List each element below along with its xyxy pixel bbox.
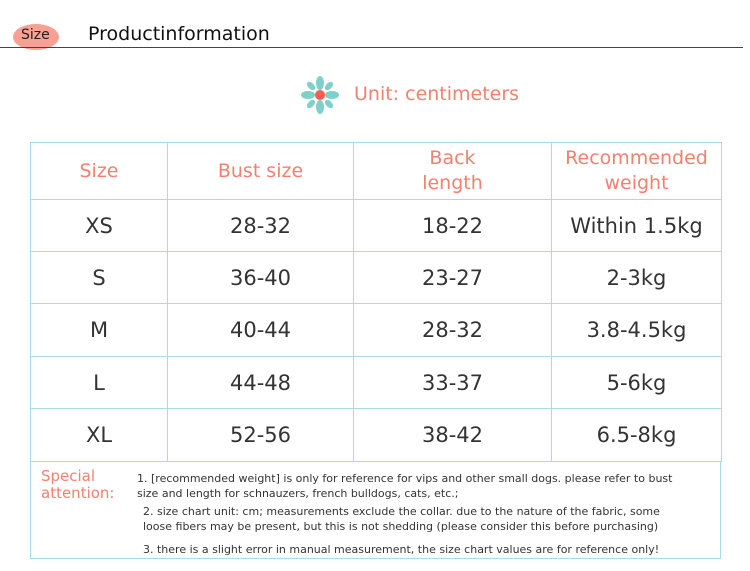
table-cell-text: XL [85, 423, 113, 447]
table-cell-text: L [93, 370, 105, 395]
size-tag: Size [21, 27, 50, 43]
table-cell-text: Within 1.5kg [570, 213, 703, 238]
column-header: Bust size [167, 142, 354, 200]
table-cell: 2-3kg [551, 251, 722, 304]
column-header-text: Recommended weight [565, 147, 708, 194]
column-header-text: Back length [422, 147, 483, 194]
header-rule [0, 47, 743, 48]
unit-label: Unit: centimeters [354, 83, 520, 105]
note: 2. size chart unit: cm; measurements exc… [143, 505, 660, 533]
table-cell-text: 36-40 [229, 265, 292, 290]
table-cell-text: 44-48 [229, 370, 292, 395]
table-cell: 36-40 [167, 251, 354, 304]
flower-icon [301, 76, 339, 114]
table-cell: 18-22 [353, 199, 552, 252]
column-header-text: Size [79, 159, 119, 182]
notes-box [30, 461, 721, 559]
table-cell: L [30, 356, 168, 409]
column-header: Size [30, 142, 168, 200]
note: 3. there is a slight error in manual mea… [143, 543, 660, 556]
table-cell-text: 3.8-4.5kg [586, 318, 687, 342]
table-cell-text: S [92, 265, 106, 290]
table-cell-text: 28-32 [421, 318, 484, 342]
table-cell: 52-56 [167, 408, 354, 462]
table-cell: 23-27 [353, 251, 552, 304]
table-cell-text: 5-6kg [606, 370, 667, 395]
table-cell-text: 33-37 [421, 370, 484, 395]
table-cell-text: XS [85, 213, 113, 238]
note: 1. [recommended weight] is only for refe… [137, 472, 673, 500]
table-cell: 44-48 [167, 356, 354, 409]
table-cell: 6.5-8kg [551, 408, 722, 462]
column-header: Recommended weight [551, 142, 722, 200]
table-cell: Within 1.5kg [551, 199, 722, 252]
table-cell-text: 40-44 [229, 318, 292, 342]
table-cell: 28-32 [353, 303, 552, 357]
table-cell: 3.8-4.5kg [551, 303, 722, 357]
table-cell: M [30, 303, 168, 357]
table-cell-text: 38-42 [421, 423, 484, 447]
column-header-text: Bust size [217, 159, 304, 182]
table-cell-text: 23-27 [421, 265, 484, 290]
size-tag-blob [13, 24, 59, 50]
table-cell: 38-42 [353, 408, 552, 462]
table-cell-text: 18-22 [421, 213, 484, 238]
table-cell-text: 28-32 [229, 213, 292, 238]
table-cell: S [30, 251, 168, 304]
table-cell: XL [30, 408, 168, 462]
notes-label: Special attention: [41, 467, 115, 502]
table-cell: 40-44 [167, 303, 354, 357]
table-cell: 5-6kg [551, 356, 722, 409]
table-cell-text: 2-3kg [606, 265, 667, 290]
header-title: Productinformation [88, 23, 270, 45]
table-cell: 33-37 [353, 356, 552, 409]
table-cell: XS [30, 199, 168, 252]
table-cell-text: 52-56 [229, 423, 292, 447]
table-cell-text: 6.5-8kg [596, 423, 677, 447]
column-header: Back length [353, 142, 552, 200]
table-cell-text: M [89, 318, 109, 342]
table-cell: 28-32 [167, 199, 354, 252]
